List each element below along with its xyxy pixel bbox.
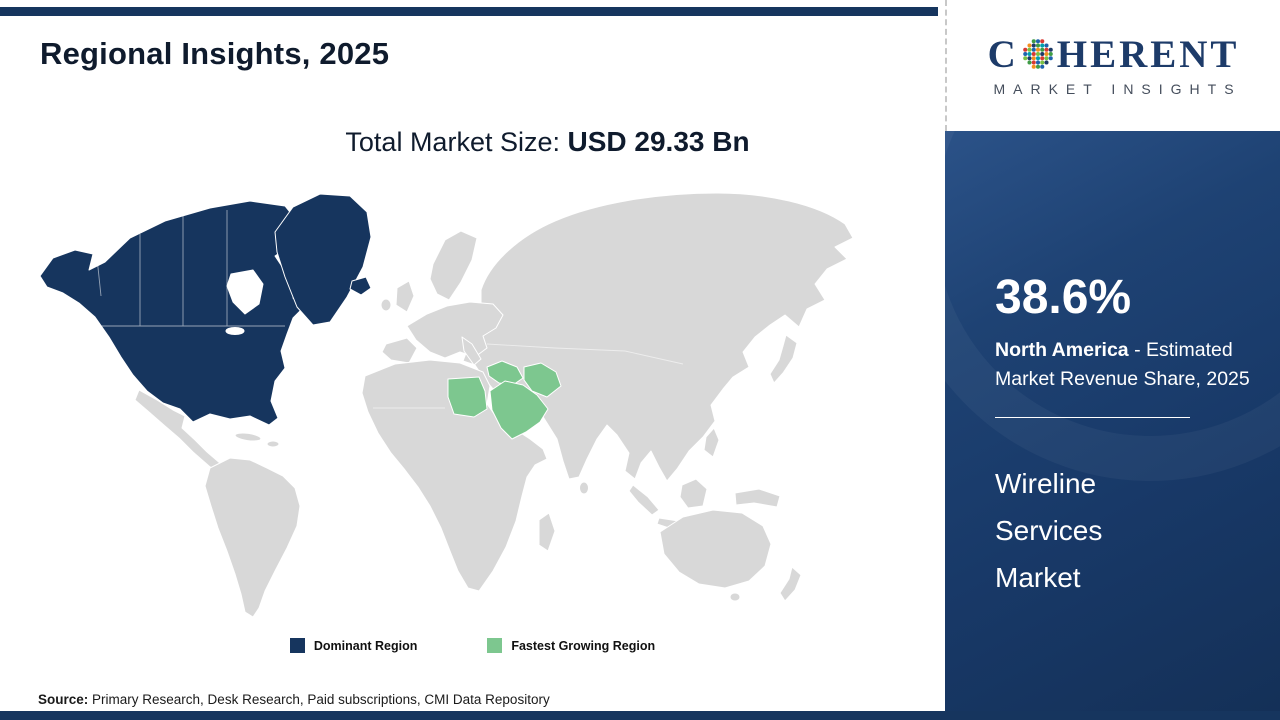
divider-line [995, 416, 1190, 418]
legend-item-fastest-growing: Fastest Growing Region [487, 638, 655, 653]
fastest-growing-region-swatch [487, 638, 503, 653]
market-name: Wireline Services Market [995, 467, 1103, 593]
map-region-hispaniola [266, 440, 280, 448]
map-region-asia [462, 192, 854, 482]
legend-item-dominant: Dominant Region [289, 638, 418, 653]
total-market-size-value: USD 29.33 Bn [567, 126, 750, 157]
stat-value: 38.6% [995, 271, 1132, 324]
map-region-europe [406, 301, 504, 359]
hudson-bay [226, 269, 264, 315]
world-map-svg [39, 192, 854, 618]
brand-logo: C HERENT MARKET INSIGHTS [945, 0, 1280, 131]
map-region-philippines [703, 427, 720, 458]
great-lakes [225, 327, 245, 335]
source-label: Source: [38, 692, 89, 707]
dominant-region-swatch [289, 638, 305, 653]
fastest-growing-region-label: Fastest Growing Region [511, 638, 656, 653]
map-region-tasmania [729, 592, 741, 602]
map-region-new-guinea [734, 488, 781, 508]
stats-panel: 38.6% North America - Estimated Market R… [945, 131, 1280, 720]
bottom-accent-bar [0, 711, 1280, 720]
map-region-africa [361, 359, 548, 592]
country-borders [93, 210, 684, 409]
dominant-region-label: Dominant Region [313, 638, 418, 653]
map-region-ireland [380, 298, 392, 312]
map-region-new-zealand [779, 566, 802, 602]
map-region-arabian-peninsula [489, 380, 549, 440]
map-region-south-america [204, 457, 301, 618]
total-market-size-label: Total Market Size: [345, 127, 560, 157]
world-map [35, 176, 875, 631]
stat-description-rest: - Estimated Market Revenue Share, 2025 [995, 339, 1250, 391]
map-region-uk [395, 280, 415, 313]
top-accent-bar [0, 7, 938, 16]
map-region-madagascar [538, 512, 556, 552]
map-region-iceland [349, 276, 372, 296]
map-region-iberia [381, 337, 418, 364]
map-region-north-america [39, 200, 304, 426]
total-market-size: Total Market Size: USD 29.33 Bn [0, 126, 945, 158]
main-panel: Regional Insights, 2025 Total Market Siz… [0, 7, 945, 707]
stat-description: North America - Estimated Market Revenue… [995, 336, 1251, 395]
brand-letters-rest: HERENT [1056, 32, 1240, 76]
map-region-sumatra [628, 484, 660, 516]
source-text: Primary Research, Desk Research, Paid su… [92, 692, 550, 707]
brand-letter-c: C [987, 32, 1019, 76]
legend: Dominant Region Fastest Growing Region [0, 638, 945, 653]
map-region-japan [769, 334, 798, 384]
map-region-australia [659, 509, 772, 589]
map-region-egypt [447, 376, 488, 418]
brand-wordmark: C HERENT [988, 35, 1240, 74]
map-region-italy [461, 336, 482, 366]
map-region-sri-lanka [579, 481, 589, 495]
map-region-cuba [234, 432, 262, 442]
stat-region: North America [995, 339, 1129, 361]
map-region-iran [523, 362, 562, 398]
brand-tagline: MARKET INSIGHTS [993, 80, 1242, 97]
source-line: Source: Primary Research, Desk Research,… [38, 692, 550, 707]
globe-logo-icon [1022, 39, 1053, 69]
map-region-levant-iraq [486, 360, 524, 386]
sidebar: C HERENT MARKET INSIGHTS 38.6% North Ame… [945, 0, 1280, 720]
page-title: Regional Insights, 2025 [40, 36, 390, 71]
map-region-borneo [679, 478, 708, 509]
map-region-scandinavia [429, 230, 478, 301]
